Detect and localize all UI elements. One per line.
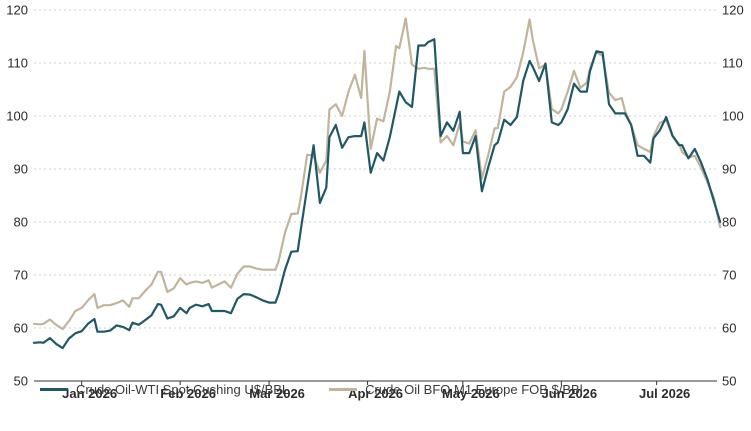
y-tick-label-left: 60 bbox=[14, 321, 28, 336]
x-tick-label: Jul 2026 bbox=[639, 386, 690, 401]
legend: Crude Oil-WTI Spot Cushing U$/BBL Crude … bbox=[40, 382, 583, 397]
legend-label-brent: Crude Oil BFO M1 Europe FOB $/BBl bbox=[365, 382, 583, 397]
y-tick-label-left: 110 bbox=[7, 56, 28, 71]
y-tick-label-right: 100 bbox=[722, 109, 744, 124]
legend-label-wti: Crude Oil-WTI Spot Cushing U$/BBL bbox=[76, 382, 290, 397]
legend-swatch-brent bbox=[329, 388, 358, 391]
legend-item-wti: Crude Oil-WTI Spot Cushing U$/BBL bbox=[40, 382, 289, 397]
y-tick-label-left: 50 bbox=[14, 374, 28, 389]
y-tick-label-left: 80 bbox=[14, 215, 28, 230]
y-tick-label-left: 120 bbox=[6, 3, 28, 18]
y-tick-label-right: 70 bbox=[722, 268, 736, 283]
y-tick-label-right: 110 bbox=[722, 56, 743, 71]
gridlines bbox=[34, 9, 717, 329]
y-tick-label-left: 70 bbox=[14, 268, 28, 283]
x-tick-label: May 2026 bbox=[442, 386, 500, 401]
y-tick-label-right: 60 bbox=[722, 321, 736, 336]
x-tick-label: Feb 2026 bbox=[160, 386, 216, 401]
y-tick-label-right: 80 bbox=[722, 215, 736, 230]
y-axis-right: 50 60 70 80 90 100 110 120 bbox=[722, 3, 744, 389]
x-tick-label: Mar 2026 bbox=[249, 386, 305, 401]
series-lines bbox=[32, 17, 722, 350]
legend-swatch-wti bbox=[40, 388, 68, 391]
x-axis: Jan 2026 Feb 2026 Mar 2026 Apr 2026 May 2026… bbox=[62, 381, 690, 401]
x-tick-label: Jan 2026 bbox=[62, 386, 117, 401]
series-line-brent bbox=[32, 17, 722, 331]
series-line-wti bbox=[32, 38, 722, 350]
y-tick-label-right: 50 bbox=[722, 374, 736, 389]
x-tick-label: Jun 2026 bbox=[542, 386, 598, 401]
legend-item-brent: Crude Oil BFO M1 Europe FOB $/BBl bbox=[329, 382, 583, 397]
y-tick-label-left: 100 bbox=[6, 109, 28, 124]
y-tick-label-right: 120 bbox=[722, 3, 744, 18]
y-tick-label-right: 90 bbox=[722, 162, 736, 177]
y-axis-left: 50 60 70 80 90 100 110 120 bbox=[6, 3, 28, 389]
x-tick-label: Apr 2026 bbox=[348, 386, 403, 401]
y-tick-label-left: 90 bbox=[14, 162, 28, 177]
